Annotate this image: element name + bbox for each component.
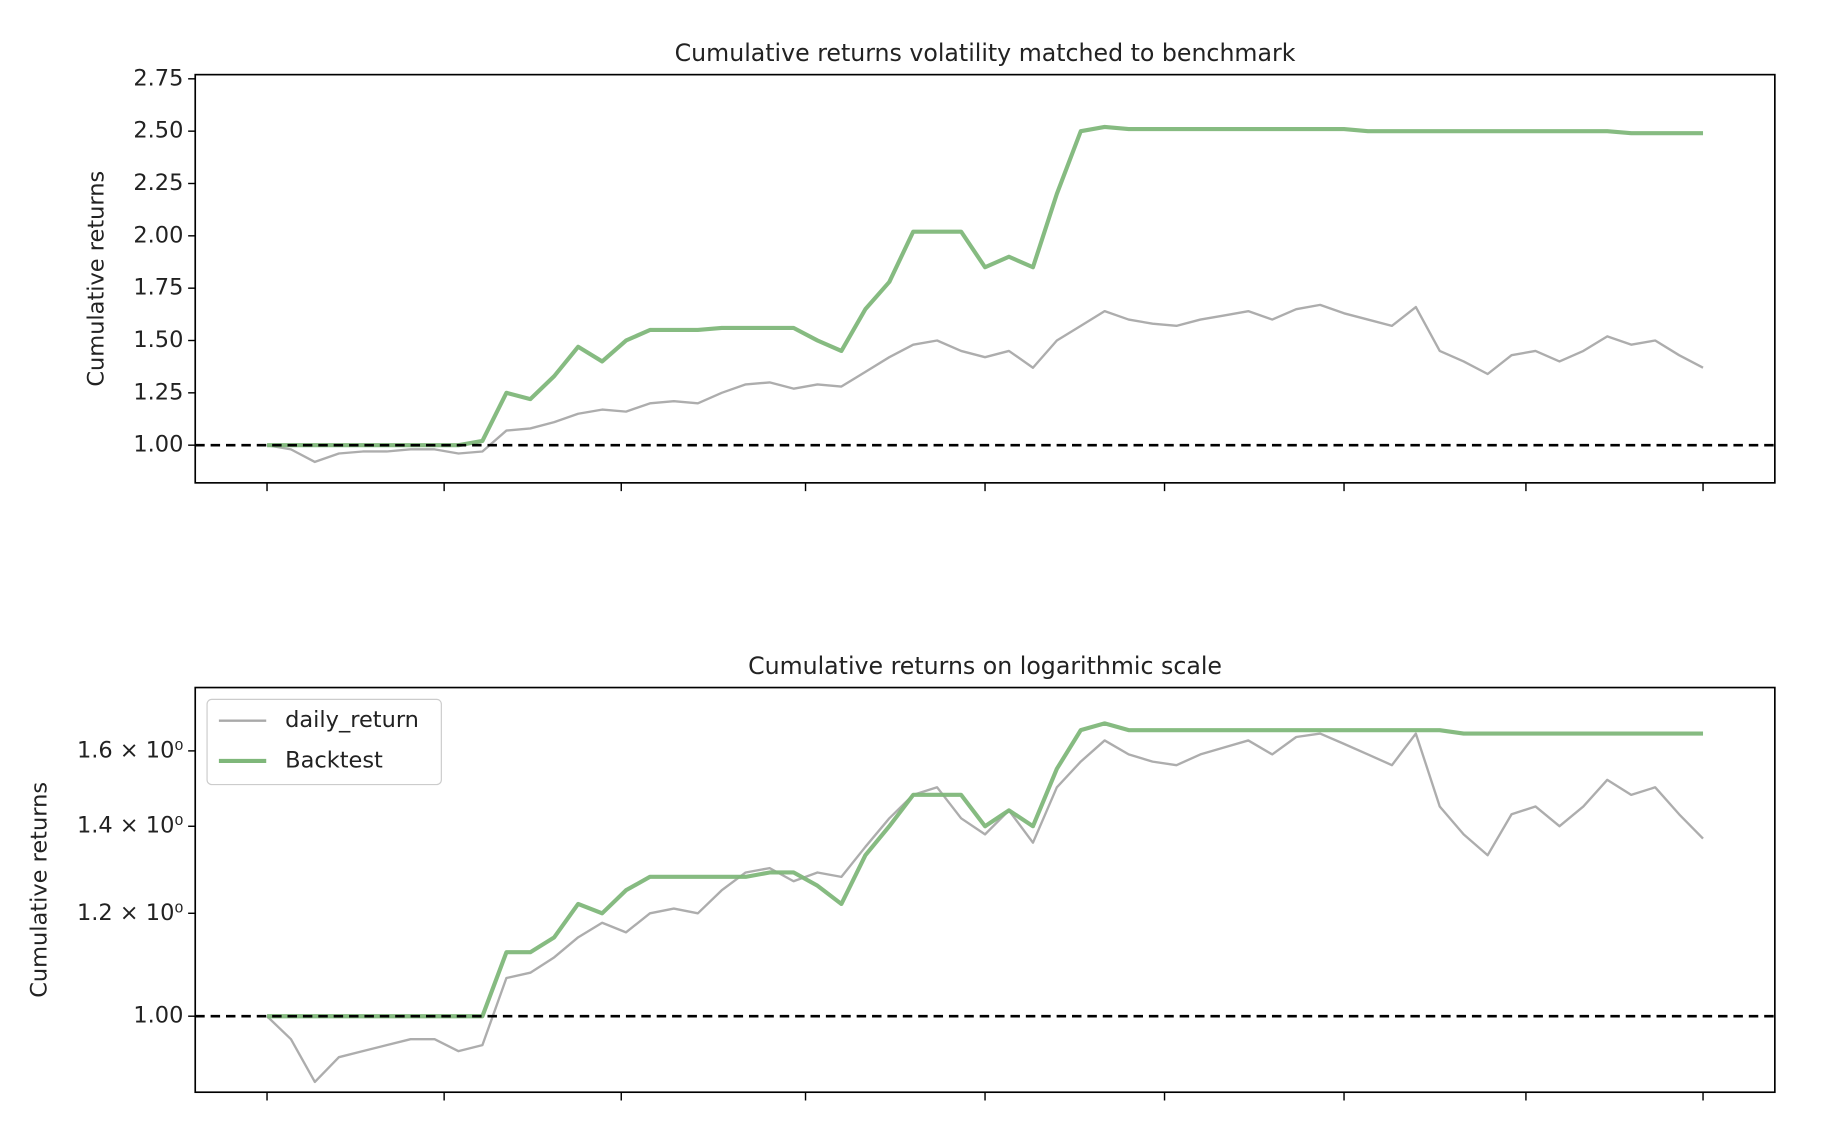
series-line — [267, 721, 1704, 1019]
y-tick-label: 1.2 × 10⁰ — [77, 900, 183, 926]
y-tick-label: 1.00 — [133, 1003, 183, 1029]
y-tick-label: 1.4 × 10⁰ — [77, 813, 183, 839]
y-tick-label: 1.00 — [133, 432, 183, 458]
chart-title: Cumulative returns volatility matched to… — [675, 39, 1296, 67]
y-tick-label: 2.75 — [133, 65, 183, 91]
y-tick-label: 1.50 — [133, 327, 183, 353]
y-tick-label: 1.25 — [133, 379, 183, 405]
chart-title: Cumulative returns on logarithmic scale — [748, 652, 1222, 680]
y-tick-label: 1.75 — [133, 275, 183, 301]
legend-label: Backtest — [285, 747, 383, 773]
subplot: Cumulative returns volatility matched to… — [84, 39, 1776, 492]
plot-frame — [194, 686, 1776, 1094]
y-tick-label: 2.00 — [133, 222, 183, 248]
y-tick-label: 2.25 — [133, 170, 183, 196]
y-tick-label: 2.50 — [133, 118, 183, 144]
subplot: Cumulative returns on logarithmic scale C… — [27, 652, 1776, 1101]
y-tick-label: 1.6 × 10⁰ — [77, 737, 183, 763]
series-line — [266, 732, 1704, 1084]
series-line — [266, 303, 1704, 464]
y-axis-label: Cumulative returns — [27, 782, 53, 998]
series-line — [267, 124, 1704, 448]
y-axis-label: Cumulative returns — [84, 171, 110, 387]
legend-label: daily_return — [285, 707, 419, 733]
plot-frame — [194, 73, 1776, 484]
